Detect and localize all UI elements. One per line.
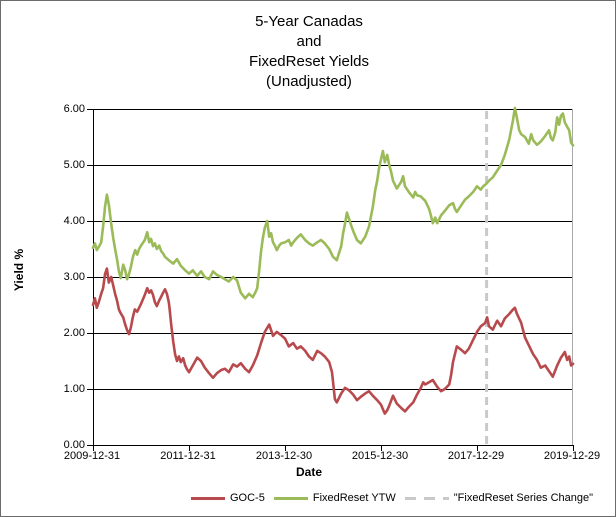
x-tick-label-3: 2015-12-30	[351, 450, 409, 462]
legend-item-series-change: "FixedReset Series Change"	[404, 492, 594, 504]
series-change-dash-swatch	[404, 496, 449, 500]
y-tick-label-4: 4.00	[63, 215, 85, 227]
fixedreset-line-swatch	[273, 496, 308, 500]
x-tick-label-2: 2013-12-30	[255, 450, 313, 462]
y-tick-label-2: 2.00	[63, 327, 85, 339]
goc5-line-swatch	[191, 496, 225, 500]
x-tick-label-5: 2019-12-29	[543, 450, 601, 462]
chart-title-line-2: and	[296, 33, 322, 50]
chart-title-line-3: FixedReset Yields	[248, 53, 370, 70]
y-tick-label-6: 6.00	[63, 103, 85, 115]
y-tick-label-1: 1.00	[63, 383, 85, 395]
x-axis-title: Date	[295, 465, 322, 479]
legend-label-goc5: GOC-5	[230, 492, 265, 504]
legend-item-goc5: GOC-5	[191, 492, 265, 504]
legend: GOC-5 FixedReset YTW "FixedReset Series …	[191, 492, 593, 504]
chart-title-line-4: (Unadjusted)	[266, 73, 352, 90]
y-tick-label-0: 0.00	[63, 439, 85, 451]
x-tick-label-1: 2011-12-31	[160, 450, 216, 462]
chart-title-line-1: 5-Year Canadas	[255, 13, 363, 30]
x-tick-label-0: 2009-12-31	[63, 450, 121, 462]
y-axis-title: Yield %	[12, 248, 26, 292]
legend-label-series-change: "FixedReset Series Change"	[453, 492, 594, 504]
legend-item-fixedreset: FixedReset YTW	[273, 492, 396, 504]
chart-title: 5-Year Canadas and FixedReset Yields (Un…	[1, 12, 615, 92]
x-tick-label-4: 2017-12-29	[447, 450, 505, 462]
y-tick-label-3: 3.00	[63, 271, 85, 283]
legend-label-fixedreset: FixedReset YTW	[312, 492, 396, 504]
y-tick-label-5: 5.00	[63, 159, 85, 171]
